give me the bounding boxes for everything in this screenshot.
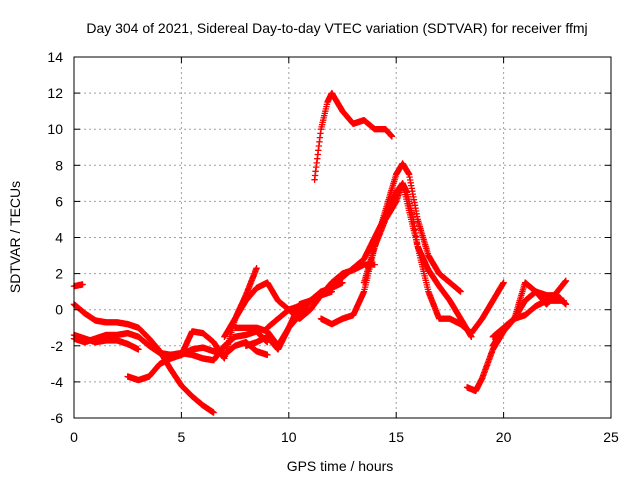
y-tick-label: 10: [47, 121, 63, 137]
data-series-group: [70, 89, 570, 416]
y-tick-label: 8: [55, 157, 63, 173]
y-tick-label: 4: [55, 230, 63, 246]
data-series-arc-12: [360, 180, 507, 337]
x-tick-label: 25: [603, 429, 619, 445]
data-series-arc-11: [317, 160, 464, 328]
data-series-arc-13: [311, 89, 396, 183]
y-tick-label: -2: [51, 338, 64, 354]
x-tick-label: 0: [70, 429, 78, 445]
y-tick-label: 0: [55, 302, 63, 318]
y-tick-label: 14: [47, 49, 63, 65]
y-tick-label: -4: [51, 374, 64, 390]
y-tick-label: -6: [51, 410, 64, 426]
x-tick-label: 10: [281, 429, 297, 445]
data-series-arc-1: [70, 281, 86, 290]
y-tick-label: 12: [47, 85, 63, 101]
x-axis-label: GPS time / hours: [287, 458, 394, 474]
x-tick-label: 5: [178, 429, 186, 445]
x-tick-label: 20: [496, 429, 512, 445]
y-tick-label: 6: [55, 193, 63, 209]
data-series-arc-16: [489, 277, 570, 340]
y-tick-label: 2: [55, 266, 63, 282]
axis-ticks: 0 5 10 15 20 25 -6 -4 -2 0 2 4 6 8 10 12 14: [47, 49, 619, 445]
y-axis-label: SDTVAR / TECUs: [7, 181, 23, 293]
x-tick-label: 15: [388, 429, 404, 445]
chart-title: Day 304 of 2021, Sidereal Day-to-day VTE…: [86, 20, 587, 36]
